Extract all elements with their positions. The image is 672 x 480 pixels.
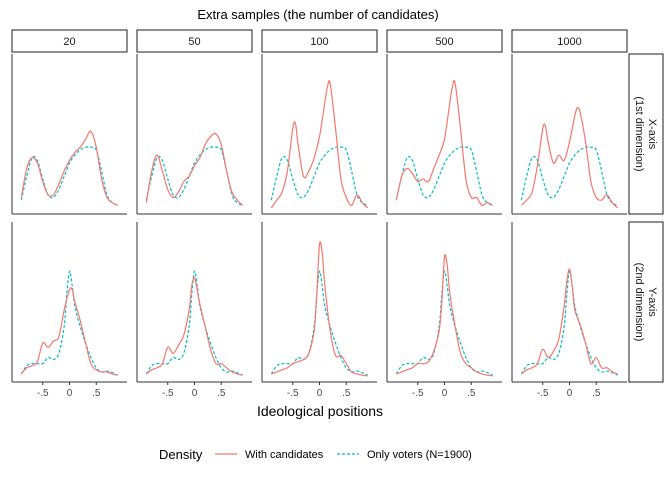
column-strip-label-100: 100 [310, 36, 328, 48]
x-tick-label: .5 [592, 388, 601, 399]
series-with-candidates [20, 287, 118, 376]
series-only-voters [395, 270, 493, 376]
row-strip-label-line1-1: Y-axis [646, 287, 658, 317]
x-tick-label: -.5 [37, 388, 49, 399]
x-tick-label: .5 [217, 388, 226, 399]
column-strip-label-1000: 1000 [557, 36, 581, 48]
series-only-voters [145, 270, 243, 376]
series-with-candidates [270, 80, 369, 209]
column-strip-label-500: 500 [435, 36, 453, 48]
column-strip-1000 [511, 29, 628, 53]
series-only-voters [20, 270, 118, 376]
panel-r0-c500 [386, 54, 502, 215]
column-strip-100 [261, 29, 378, 53]
legend: Density With candidates Only voters (N=1… [159, 447, 472, 462]
x-axis-title: Ideological positions [257, 403, 383, 419]
x-tick-label: 0 [192, 388, 198, 399]
x-ticks: -.5 0 .5 -.5 0 .5 -.5 0 .5 -.5 0 .5 -.5 0 .5 [37, 382, 601, 399]
x-tick-label: .5 [342, 388, 351, 399]
row-strip-0 [628, 53, 664, 215]
x-tick-label: 0 [442, 388, 448, 399]
x-tick-label: .5 [92, 388, 101, 399]
series-with-candidates [145, 276, 243, 376]
panels [11, 54, 627, 383]
series-only-voters [20, 146, 118, 206]
column-strip-label-50: 50 [188, 36, 200, 48]
x-tick-label: 0 [67, 388, 73, 399]
panel-r0-c1000 [511, 54, 627, 215]
panel-r0-c50 [136, 54, 252, 215]
series-only-voters [270, 146, 368, 206]
row-strip-label-line2-0: (1st dimension) [633, 96, 645, 171]
x-tick-label: 0 [317, 388, 323, 399]
series-with-candidates [271, 241, 368, 377]
column-strips: 20 50 100 500 1000 [11, 29, 628, 53]
x-tick-label: -.5 [287, 388, 299, 399]
row-strip-1 [628, 221, 664, 383]
series-with-candidates [20, 130, 118, 206]
legend-title: Density [159, 447, 203, 462]
legend-label-with-candidates: With candidates [245, 449, 324, 461]
series-with-candidates [520, 106, 619, 209]
legend-label-only-voters: Only voters (N=1900) [367, 449, 472, 461]
series-with-candidates [145, 133, 244, 206]
panel-r0-c100 [261, 54, 377, 215]
series-only-voters [520, 146, 618, 206]
x-tick-label: -.5 [412, 388, 424, 399]
chart-title: Extra samples (the number of candidates) [197, 7, 438, 22]
series-with-candidates [396, 253, 493, 377]
row-strip-label-line1-0: X-axis [646, 119, 658, 150]
column-strip-label-20: 20 [63, 36, 75, 48]
series-only-voters [270, 270, 368, 376]
series-only-voters [520, 270, 618, 376]
row-strips: X-axis(1st dimension) Y-axis(2nd dimensio… [628, 53, 664, 383]
x-tick-label: .5 [467, 388, 476, 399]
panel-r1-c20 [11, 222, 127, 383]
series-with-candidates [395, 80, 493, 207]
row-strip-label-line2-1: (2nd dimension) [633, 263, 645, 342]
x-tick-label: -.5 [537, 388, 549, 399]
column-strip-500 [386, 29, 503, 53]
panel-r0-c20 [11, 54, 127, 215]
series-with-candidates [520, 268, 618, 375]
column-strip-20 [11, 29, 128, 53]
x-tick-label: -.5 [162, 388, 174, 399]
series-only-voters [145, 146, 243, 206]
panel-r1-c1000 [511, 222, 627, 383]
x-tick-label: 0 [567, 388, 573, 399]
column-strip-50 [136, 29, 253, 53]
series-only-voters [395, 146, 493, 206]
